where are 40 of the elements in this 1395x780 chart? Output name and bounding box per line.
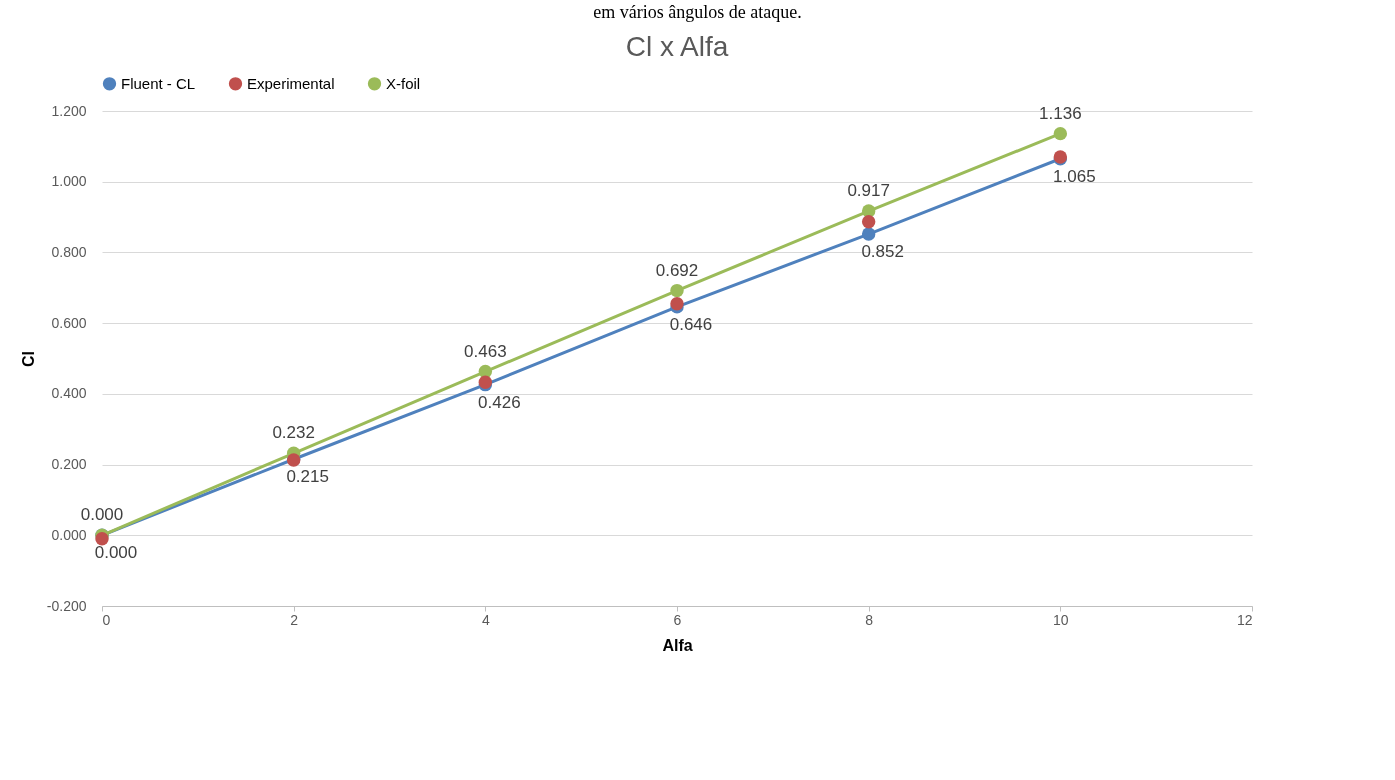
data-label: 0.232 (272, 423, 315, 443)
legend-label: X-foil (386, 74, 421, 92)
data-label: 1.136 (1039, 103, 1082, 123)
point (670, 283, 684, 298)
point (861, 214, 876, 229)
text: em vários ângulos de ataque. (592, 2, 803, 24)
data-label: 0.646 (669, 314, 713, 334)
legend-label: Fluent - CL (121, 74, 196, 92)
x-tick-label: 10 (1053, 611, 1069, 628)
x-tick-label: 12 (1236, 611, 1253, 628)
y-tick-label: 0.000 (51, 526, 87, 543)
point (478, 364, 493, 379)
y-tick-label: -0.200 (46, 597, 87, 614)
legend-label: Experimental (247, 74, 335, 92)
y-tick-label: 0.400 (51, 385, 87, 402)
point (1053, 126, 1068, 141)
y-tick-label: 1.000 (51, 173, 87, 190)
data-label: 0.463 (464, 341, 507, 361)
x-tick-label: 8 (865, 611, 874, 628)
y-axis-title: Cl (19, 351, 37, 367)
data-label: 0.852 (861, 242, 904, 262)
data-label: 1.065 (1053, 166, 1096, 186)
x-tick-label: 6 (673, 611, 682, 628)
x-tick-label: 4 (481, 611, 490, 628)
y-tick-label: 0.800 (51, 243, 87, 260)
y-tick-label: 1.200 (51, 102, 87, 119)
chart-title: Cl x Alfa (625, 31, 729, 62)
data-label: 0.426 (478, 392, 521, 412)
point (861, 227, 876, 241)
point (95, 532, 109, 546)
data-label: 0.215 (286, 467, 329, 487)
x-axis-title: Alfa (662, 636, 693, 654)
data-label: 0.000 (94, 543, 138, 563)
data-label: 0.692 (655, 260, 699, 280)
x-tick-label: 2 (290, 611, 299, 628)
data-label: 0.000 (80, 505, 124, 525)
y-tick-label: 0.600 (51, 314, 87, 331)
y-tick-label: 0.200 (51, 456, 87, 473)
x-tick-label: 0 (102, 611, 111, 628)
data-label: 0.917 (847, 181, 890, 201)
